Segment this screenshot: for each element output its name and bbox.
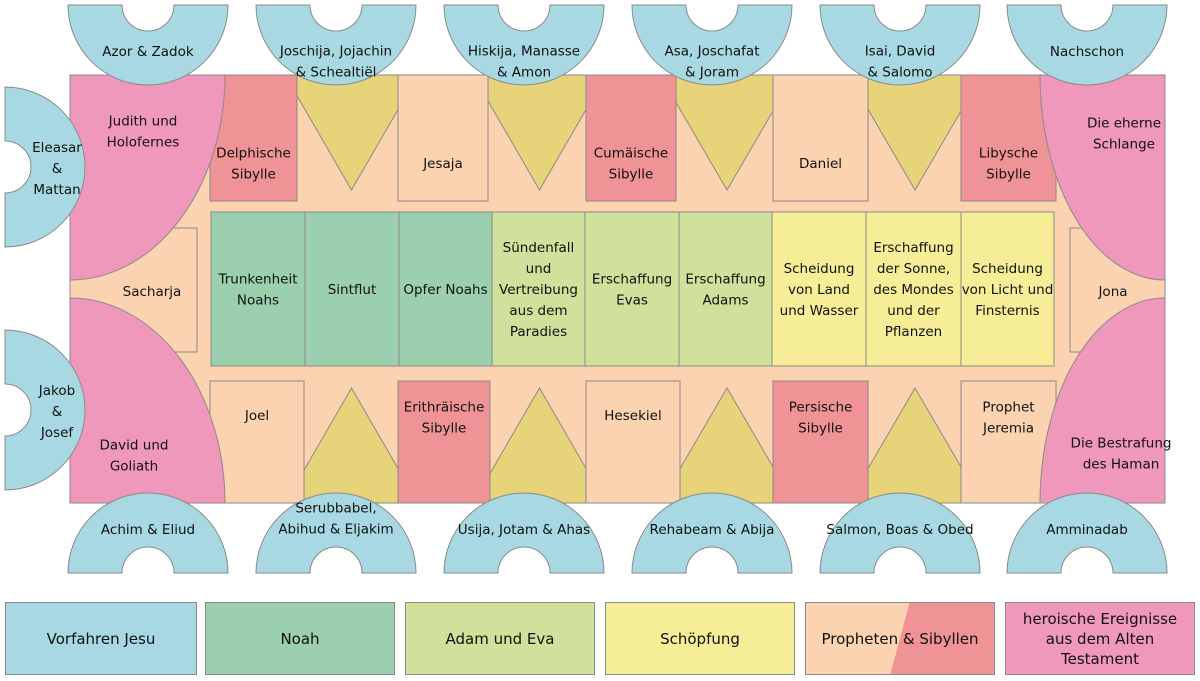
seer-joel-label: Joel xyxy=(244,408,269,424)
panel-scheidung-von-licht-und-finsternis-label: Scheidung von Licht und Finsternis xyxy=(962,261,1054,319)
seer-jesaja-label: Jesaja xyxy=(422,156,463,172)
lunette-top-hiskija-manasse-amon-label: Hiskija, Manasse & Amon xyxy=(468,44,580,81)
lunette-top-azor-zadok xyxy=(67,4,229,86)
panel-erschaffung-der-sonne-des-mondes-und-der-pflanzen xyxy=(865,211,962,367)
legend-adam-eva: Adam und Eva xyxy=(405,602,595,675)
legend-creation: Schöpfung xyxy=(605,602,795,675)
corner-david-goliath xyxy=(69,297,226,504)
panel-trunkenheit-noahs xyxy=(210,211,306,367)
seer-daniel-label: Daniel xyxy=(799,156,842,172)
seer-jona-label: Jona xyxy=(1097,284,1127,300)
lunette-bottom-achim-eliud-label: Achim & Eliud xyxy=(101,522,195,538)
lunette-bottom-amminadab xyxy=(1006,492,1168,574)
legend-ancestors: Vorfahren Jesu xyxy=(5,602,197,675)
panel-opfer-noahs-label: Opfer Noahs xyxy=(403,282,487,298)
panel-erschaffung-der-sonne-des-mondes-und-der-pflanzen-label: Erschaffung der Sonne, des Mondes und der Pf… xyxy=(873,240,954,340)
legend-noah-label: Noah xyxy=(280,629,320,648)
panel-trunkenheit-noahs-label: Trunkenheit Noahs xyxy=(217,272,297,309)
legend-ancestors-label: Vorfahren Jesu xyxy=(46,629,156,648)
legend-creation-label: Schöpfung xyxy=(660,629,740,648)
lunette-top-nachschon-label: Nachschon xyxy=(1050,44,1124,60)
panel-scheidung-von-licht-und-finsternis xyxy=(960,211,1055,367)
panel-erschaffung-evas-label: Erschaffung Evas xyxy=(592,272,672,309)
lunette-bottom-salmon-boas-obed-label: Salmon, Boas & Obed xyxy=(826,522,973,538)
lunette-top-asa-joschafat-joram-label: Asa, Joschafat & Joram xyxy=(665,44,760,81)
seer-erithraeische-sibylle xyxy=(397,380,491,504)
lunette-top-asa-joschafat-joram xyxy=(631,4,793,86)
legend-noah: Noah xyxy=(205,602,395,675)
corner-judith-holofernes-label: Judith und Holofernes xyxy=(107,114,180,151)
lunette-bottom-usija-jotam-ahas-label: Usija, Jotam & Ahas xyxy=(458,522,590,538)
lunette-top-joschija-jojachin-schealtiel-label: Joschija, Jojachin & Schealtiël xyxy=(279,44,392,81)
legend-prophets-sibyls: Propheten & Sibyllen xyxy=(805,602,995,675)
lunette-top-isai-david-salomo xyxy=(819,4,981,86)
panel-scheidung-von-land-und-wasser xyxy=(771,211,867,367)
sistine-ceiling-diagram: Delphische Sibylle Jesaja Cumäische Sibylle D… xyxy=(4,4,1172,574)
seer-sacharja-label: Sacharja xyxy=(123,284,182,300)
lunette-left-eleasar-mattan xyxy=(4,86,86,248)
legend-heroic-label: heroische Ereignisse aus dem Alten Testa… xyxy=(1022,609,1178,668)
corner-eherne-schlange-label: Die eherne Schlange xyxy=(1087,116,1161,153)
seer-erithraeische-sibylle-label: Erithräische Sibylle xyxy=(404,400,485,437)
panel-erschaffung-adams xyxy=(678,211,773,367)
lunette-bottom-salmon-boas-obed xyxy=(819,492,981,574)
seer-cumaeische-sibylle-label: Cumäische Sibylle xyxy=(594,146,668,183)
legend-heroic: heroische Ereignisse aus dem Alten Testa… xyxy=(1005,602,1195,675)
lunette-bottom-achim-eliud xyxy=(67,492,229,574)
lunette-bottom-rehabeam-abija xyxy=(631,492,793,574)
legend-adam-eva-label: Adam und Eva xyxy=(445,629,555,648)
lunette-bottom-usija-jotam-ahas xyxy=(443,492,605,574)
lunette-bottom-serubbabel-abihud-eljakim-label: Serubbabel, Abihud & Eljakim xyxy=(278,501,393,538)
panel-scheidung-von-land-und-wasser-label: Scheidung von Land und Wasser xyxy=(780,261,859,319)
seer-persische-sibylle xyxy=(772,380,869,504)
lunette-top-isai-david-salomo-label: Isai, David & Salomo xyxy=(865,44,936,81)
corner-judith-holofernes xyxy=(69,74,226,281)
seer-hesekiel-label: Hesekiel xyxy=(604,408,661,424)
panel-sintflut-label: Sintflut xyxy=(328,282,377,298)
corner-bestrafung-haman xyxy=(1039,297,1166,504)
corner-eherne-schlange xyxy=(1039,74,1166,281)
panel-suendenfall-und-vertreibung-aus-dem-paradies xyxy=(491,211,586,367)
panel-erschaffung-adams-label: Erschaffung Adams xyxy=(685,272,765,309)
seer-delphische-sibylle-label: Delphische Sibylle xyxy=(216,146,291,183)
lunette-top-hiskija-manasse-amon xyxy=(443,4,605,86)
lunette-left-eleasar-mattan-label: Eleasar & Mattan xyxy=(32,140,82,198)
lunette-top-joschija-jojachin-schealtiel xyxy=(255,4,417,86)
lunette-top-nachschon xyxy=(1006,4,1168,86)
lunette-bottom-amminadab-label: Amminadab xyxy=(1046,522,1128,538)
seer-cumaeische-sibylle xyxy=(585,74,677,202)
corner-bestrafung-haman-label: Die Bestrafung des Haman xyxy=(1071,436,1172,473)
seer-hesekiel xyxy=(585,380,681,504)
legend-prophets-sibyls-label: Propheten & Sibyllen xyxy=(821,629,979,648)
lunette-bottom-rehabeam-abija-label: Rehabeam & Abija xyxy=(650,522,775,538)
panel-erschaffung-evas xyxy=(584,211,680,367)
lunette-bottom-serubbabel-abihud-eljakim xyxy=(255,492,417,574)
panel-opfer-noahs xyxy=(398,211,493,367)
seer-persische-sibylle-label: Persische Sibylle xyxy=(789,400,853,437)
lunette-top-azor-zadok-label: Azor & Zadok xyxy=(102,44,194,60)
lunette-left-jakob-josef xyxy=(4,329,86,491)
seer-daniel xyxy=(772,74,869,202)
panel-suendenfall-und-vertreibung-aus-dem-paradies-label: Sündenfall und Vertreibung aus dem Paradies xyxy=(499,240,578,340)
seer-prophet-jeremia-label: Prophet Jeremia xyxy=(982,400,1035,437)
seer-libysche-sibylle-label: Libysche Sibylle xyxy=(979,146,1038,183)
seer-jesaja xyxy=(397,74,489,202)
panel-sintflut xyxy=(304,211,400,367)
corner-david-goliath-label: David und Goliath xyxy=(100,438,169,475)
lunette-left-jakob-josef-label: Jakob & Josef xyxy=(38,383,75,441)
